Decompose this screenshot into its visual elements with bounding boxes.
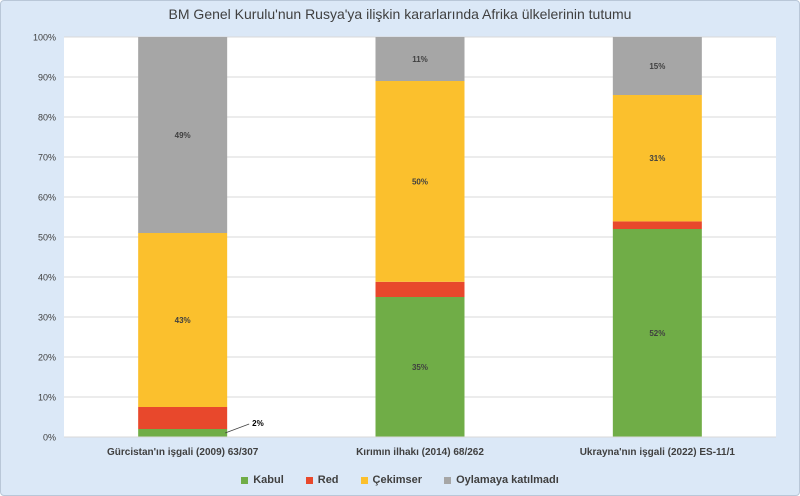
x-category-label: Gürcistan'ın işgali (2009) 63/307: [107, 447, 259, 458]
x-category-label: Ukrayna'nın işgali (2022) ES-11/1: [580, 447, 736, 458]
bar-segment: [375, 37, 465, 81]
bar-segment: [138, 407, 228, 429]
bar-segment: [612, 37, 702, 95]
y-tick-label: 70%: [38, 153, 56, 163]
x-category-label: Kırımın ilhakı (2014) 68/262: [356, 447, 484, 458]
chart-title: BM Genel Kurulu'nun Rusya'ya ilişkin kar…: [168, 6, 632, 22]
y-tick-label: 60%: [38, 193, 56, 203]
legend-swatch: [444, 476, 452, 484]
bar-segment: [375, 297, 465, 437]
legend-label: Oylamaya katılmadı: [456, 474, 559, 486]
y-tick-label: 50%: [38, 233, 56, 243]
legend-label: Kabul: [253, 474, 284, 486]
bar-segment: [612, 95, 702, 222]
legend-swatch: [305, 476, 313, 484]
data-label: 49%: [175, 131, 191, 140]
chart-legend: Kabul Red Çekimser Oylamaya katılmadı: [0, 474, 800, 486]
y-tick-label: 100%: [33, 33, 56, 43]
legend-swatch: [241, 476, 249, 484]
y-tick-label: 80%: [38, 113, 56, 123]
data-label: 2%: [252, 419, 264, 428]
legend-label: Çekimser: [372, 474, 423, 486]
bar-segment: [375, 81, 465, 282]
leader-line: [225, 423, 250, 434]
y-tick-label: 0%: [43, 433, 56, 443]
y-tick-label: 40%: [38, 273, 56, 283]
bar-segment: [138, 233, 228, 407]
data-label: 15%: [649, 62, 665, 71]
data-label: 31%: [649, 154, 665, 163]
data-label: 43%: [175, 316, 191, 325]
y-tick-label: 20%: [38, 353, 56, 363]
bar-segment: [138, 429, 228, 437]
bar-segment: [138, 37, 228, 233]
y-tick-label: 10%: [38, 393, 56, 403]
data-label: 35%: [412, 363, 428, 372]
bar-segment: [612, 229, 702, 437]
legend-item: Red: [305, 474, 339, 486]
legend-item: Oylamaya katılmadı: [444, 474, 559, 486]
legend-swatch: [360, 476, 368, 484]
y-tick-label: 90%: [38, 73, 56, 83]
legend-item: Kabul: [241, 474, 284, 486]
y-tick-label: 30%: [38, 313, 56, 323]
data-label: 11%: [412, 55, 428, 64]
data-label: 52%: [649, 329, 665, 338]
data-label: 50%: [412, 177, 428, 186]
bar-segment: [375, 281, 465, 297]
legend-label: Red: [317, 474, 339, 486]
bar-segment: [612, 221, 702, 229]
legend-item: Çekimser: [360, 474, 423, 486]
